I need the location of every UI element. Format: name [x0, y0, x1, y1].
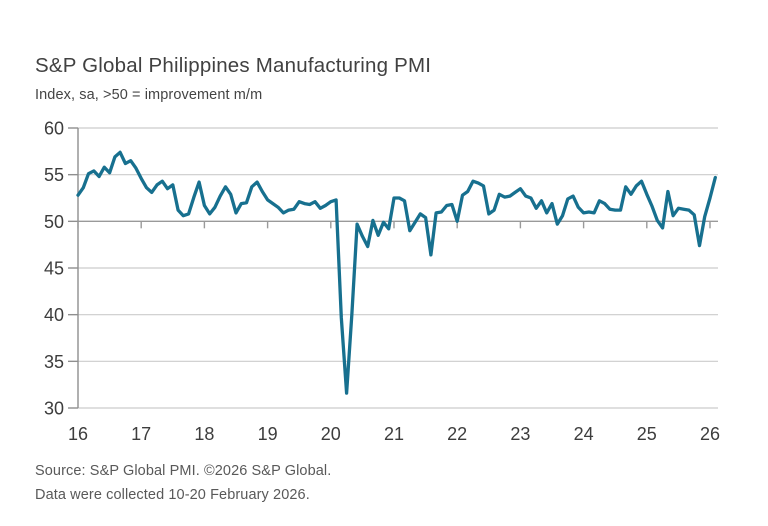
- source-note: Source: S&P Global PMI. ©2026 S&P Global…: [35, 459, 331, 507]
- x-tick-label-21: 21: [384, 424, 404, 444]
- x-tick-label-24: 24: [574, 424, 594, 444]
- y-tick-label-30: 30: [44, 399, 64, 419]
- y-tick-label-55: 55: [44, 165, 64, 185]
- x-tick-label-22: 22: [447, 424, 467, 444]
- y-tick-label-35: 35: [44, 352, 64, 372]
- page-title: S&P Global Philippines Manufacturing PMI: [35, 54, 432, 77]
- chart-subtitle: Index, sa, >50 = improvement m/m: [35, 87, 263, 103]
- source-line: Source: S&P Global PMI. ©2026 S&P Global…: [35, 463, 332, 479]
- x-tick-label-17: 17: [131, 424, 151, 444]
- x-tick-label-16: 16: [68, 424, 88, 444]
- x-tick-label-23: 23: [510, 424, 530, 444]
- y-tick-label-40: 40: [44, 305, 64, 325]
- pmi-series-line: [76, 150, 717, 395]
- x-tick-label-20: 20: [321, 424, 341, 444]
- x-tick-label-19: 19: [258, 424, 278, 444]
- y-tick-label-50: 50: [44, 212, 64, 232]
- y-tick-label-45: 45: [44, 259, 64, 279]
- y-tick-label-60: 60: [44, 119, 64, 139]
- collection-note: Data were collected 10-20 February 2026.: [35, 487, 310, 503]
- x-tick-label-26: 26: [700, 424, 720, 444]
- x-tick-label-18: 18: [194, 424, 214, 444]
- x-tick-label-25: 25: [637, 424, 657, 444]
